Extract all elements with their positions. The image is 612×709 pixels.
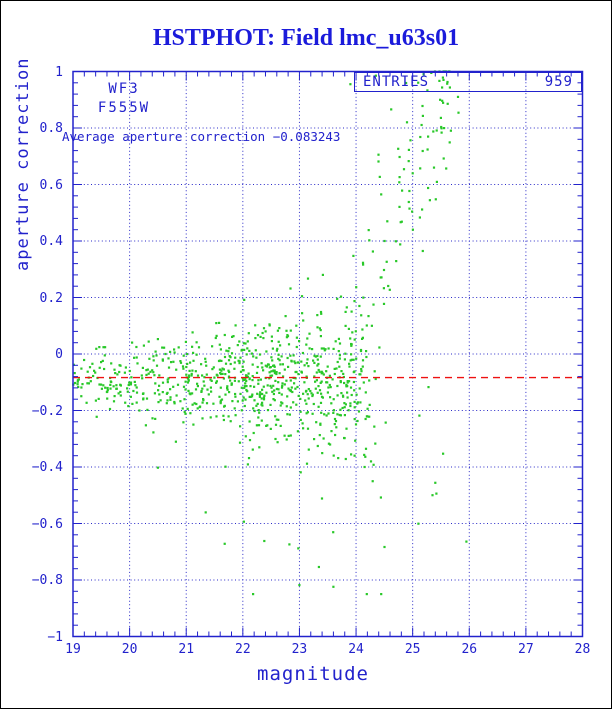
detector-label: WF3: [108, 81, 140, 97]
y-tick-label: 1: [55, 64, 63, 80]
x-tick-label: 28: [574, 642, 591, 657]
y-tick-label: 0.2: [39, 290, 63, 306]
x-tick-label: 23: [291, 642, 308, 657]
y-tick-label: 0.6: [39, 177, 63, 193]
entries-box: ENTRIES 959: [354, 72, 582, 92]
x-tick-label: 19: [65, 642, 81, 657]
axis-ticks: [72, 71, 583, 637]
y-tick-label: −1: [47, 629, 63, 645]
y-tick-label: −0.2: [31, 403, 63, 419]
y-tick-label: −0.4: [31, 460, 63, 475]
y-tick-label: −0.6: [31, 516, 63, 532]
y-tick-label: 0: [55, 347, 63, 362]
scatter-points: [72, 70, 468, 596]
x-tick-label: 26: [461, 642, 478, 657]
y-tick-label: 0.4: [39, 234, 63, 249]
x-tick-label: 24: [348, 642, 364, 657]
x-tick-label: 20: [121, 642, 138, 657]
entries-label: ENTRIES: [363, 74, 430, 90]
page-title: HSTPHOT: Field lmc_u63s01: [152, 25, 460, 51]
x-tick-label: 21: [178, 642, 195, 657]
filter-label: F555W: [97, 100, 151, 116]
x-tick-label: 25: [404, 642, 421, 657]
x-tick-label: 22: [235, 642, 251, 657]
x-axis-label: magnitude: [257, 663, 369, 685]
grid-lines: [73, 71, 583, 637]
average-annotation: Average aperture correction −0.083243: [62, 129, 341, 144]
y-tick-label: 0.8: [39, 121, 63, 136]
y-tick-label: −0.8: [31, 573, 63, 588]
entries-value: 959: [544, 74, 573, 90]
x-tick-label: 27: [518, 642, 534, 657]
